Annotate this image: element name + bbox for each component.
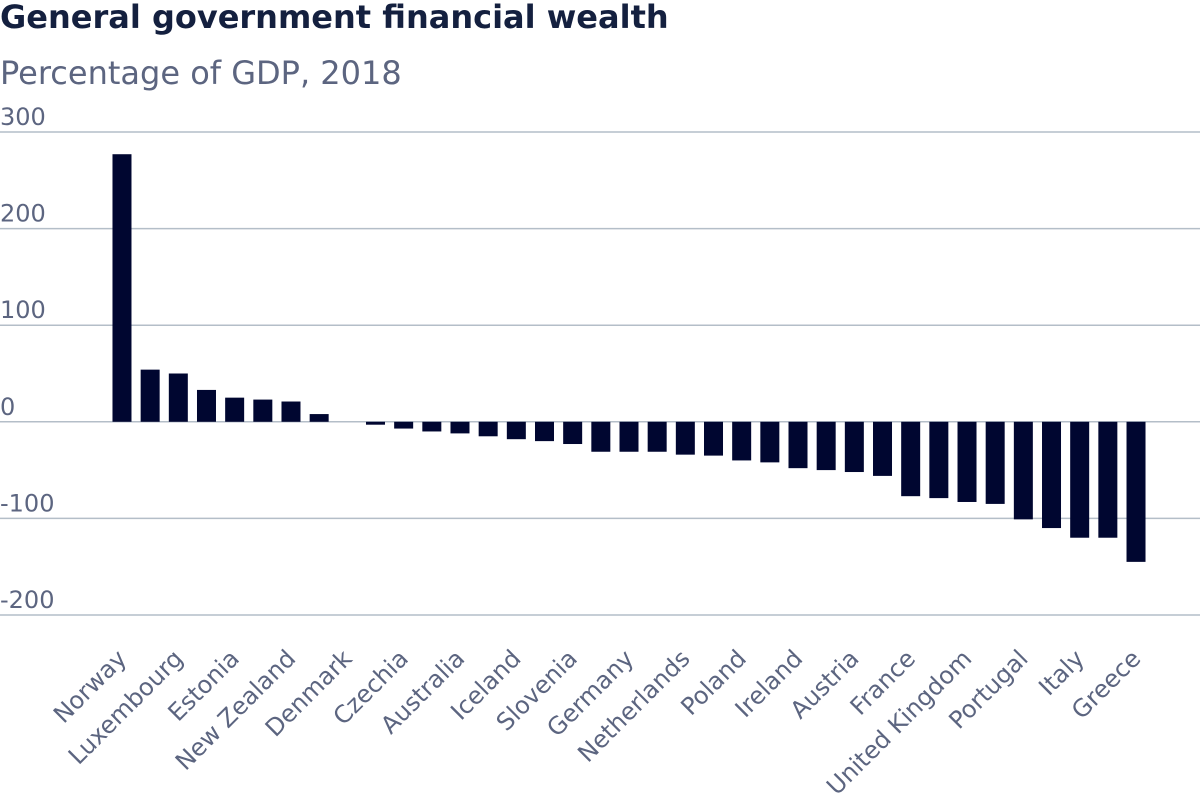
bar: [422, 421, 442, 432]
bar: [281, 401, 301, 422]
bar: [816, 421, 836, 471]
bar: [1042, 421, 1062, 529]
chart-title: General government financial wealth: [0, 0, 669, 36]
bar: [985, 421, 1005, 504]
y-tick-label: -100: [0, 489, 54, 517]
y-tick-label: -200: [0, 586, 54, 614]
bar: [844, 421, 864, 473]
bar: [112, 154, 132, 422]
bar: [253, 399, 273, 422]
bar: [506, 421, 526, 440]
bar: [647, 421, 667, 452]
bar: [478, 421, 498, 437]
bar: [760, 421, 780, 463]
y-tick-label: 100: [0, 296, 46, 324]
bar: [563, 421, 583, 445]
bar: [591, 421, 611, 452]
bar: [534, 421, 554, 442]
y-tick-label: 300: [0, 103, 46, 131]
bar: [704, 421, 724, 456]
bar: [309, 414, 329, 422]
bar: [1126, 421, 1146, 562]
bar: [365, 421, 385, 425]
bar: [1070, 421, 1090, 538]
bar: [394, 421, 414, 429]
bar: [450, 421, 470, 434]
bar: [873, 421, 893, 476]
bar: [196, 389, 216, 422]
chart-subtitle: Percentage of GDP, 2018: [0, 54, 402, 92]
bar: [225, 397, 245, 422]
bar: [1098, 421, 1118, 538]
y-tick-label: 0: [0, 393, 15, 421]
bar: [929, 421, 949, 499]
bar: [901, 421, 921, 497]
bar: [140, 369, 160, 422]
bar: [732, 421, 752, 461]
y-tick-label: 200: [0, 200, 46, 228]
bar: [957, 421, 977, 502]
bar: [788, 421, 808, 469]
bar: [619, 421, 639, 452]
bar: [675, 421, 695, 455]
bar: [1013, 421, 1033, 520]
bar: [168, 373, 188, 422]
